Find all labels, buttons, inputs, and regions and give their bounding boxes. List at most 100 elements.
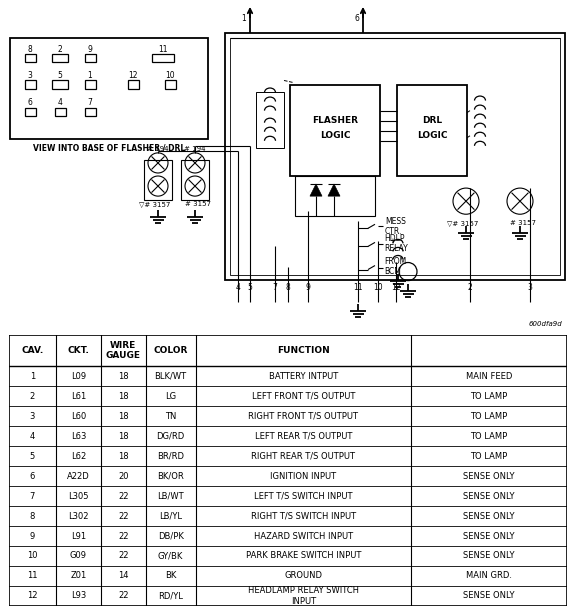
- Text: DG/RD: DG/RD: [157, 432, 185, 440]
- Text: 3: 3: [528, 283, 532, 292]
- Text: 20: 20: [118, 471, 128, 481]
- Text: 5: 5: [248, 283, 252, 292]
- Text: 2: 2: [468, 283, 472, 292]
- Text: BR/RD: BR/RD: [157, 451, 184, 460]
- Text: L60: L60: [71, 412, 86, 421]
- Text: SENSE ONLY: SENSE ONLY: [463, 552, 515, 560]
- Text: 10: 10: [165, 71, 175, 80]
- Text: 8: 8: [28, 45, 32, 54]
- Text: 1: 1: [30, 371, 35, 381]
- Bar: [295, 176, 375, 216]
- Text: 6: 6: [30, 471, 35, 481]
- Text: RIGHT T/S SWITCH INPUT: RIGHT T/S SWITCH INPUT: [251, 512, 356, 521]
- Bar: [52, 80, 68, 88]
- Text: HEADLAMP RELAY SWITCH
INPUT: HEADLAMP RELAY SWITCH INPUT: [248, 586, 359, 606]
- Text: L62: L62: [71, 451, 86, 460]
- Text: FROM
BCM: FROM BCM: [384, 257, 406, 276]
- Text: 3: 3: [28, 71, 32, 80]
- Bar: [256, 91, 284, 148]
- Text: 8: 8: [286, 283, 290, 292]
- Text: HDLP
RELAY: HDLP RELAY: [384, 234, 408, 253]
- Text: FUNCTION: FUNCTION: [277, 346, 329, 355]
- Bar: [290, 85, 380, 176]
- Text: 600dfa9d: 600dfa9d: [528, 321, 562, 327]
- Text: 12: 12: [128, 71, 138, 80]
- Bar: [85, 54, 96, 62]
- Text: ▽# 3157: ▽# 3157: [448, 220, 479, 227]
- Text: 6: 6: [28, 98, 32, 107]
- Text: 4: 4: [30, 432, 35, 440]
- Text: WIRE
GAUGE: WIRE GAUGE: [105, 341, 141, 361]
- Bar: [85, 80, 96, 88]
- Text: Z01: Z01: [70, 571, 86, 580]
- Text: 22: 22: [118, 591, 128, 600]
- Text: 14: 14: [118, 571, 128, 580]
- Text: COLOR: COLOR: [153, 346, 188, 355]
- Bar: [25, 108, 36, 116]
- Text: SENSE ONLY: SENSE ONLY: [463, 491, 515, 501]
- Text: DRL: DRL: [422, 116, 442, 125]
- Text: RIGHT REAR T/S OUTPUT: RIGHT REAR T/S OUTPUT: [251, 451, 355, 460]
- Text: L09: L09: [71, 371, 86, 381]
- Text: BK/OR: BK/OR: [157, 471, 184, 481]
- Text: HAZARD SWITCH INPUT: HAZARD SWITCH INPUT: [254, 532, 353, 541]
- Bar: [25, 80, 36, 88]
- Text: L302: L302: [68, 512, 89, 521]
- Text: 22: 22: [118, 552, 128, 560]
- Text: 11: 11: [353, 283, 363, 292]
- Text: GROUND: GROUND: [285, 571, 323, 580]
- Text: LB/WT: LB/WT: [157, 491, 184, 501]
- Text: 22: 22: [118, 512, 128, 521]
- Text: # 194: # 194: [147, 146, 169, 152]
- Text: SENSE ONLY: SENSE ONLY: [463, 591, 515, 600]
- Text: L91: L91: [71, 532, 86, 541]
- Bar: [85, 108, 96, 116]
- Text: IGNITION INPUT: IGNITION INPUT: [270, 471, 336, 481]
- Bar: [55, 108, 66, 116]
- Text: 18: 18: [118, 392, 128, 401]
- Text: MAIN FEED: MAIN FEED: [466, 371, 512, 381]
- Text: 18: 18: [118, 412, 128, 421]
- Text: L61: L61: [71, 392, 86, 401]
- Text: L63: L63: [71, 432, 86, 440]
- Text: 9: 9: [30, 532, 35, 541]
- Text: L93: L93: [71, 591, 86, 600]
- Text: 22: 22: [118, 491, 128, 501]
- Polygon shape: [328, 184, 340, 196]
- Text: LEFT REAR T/S OUTPUT: LEFT REAR T/S OUTPUT: [255, 432, 352, 440]
- Text: BK: BK: [165, 571, 176, 580]
- Text: TO LAMP: TO LAMP: [471, 451, 508, 460]
- Text: 8: 8: [30, 512, 35, 521]
- Text: G09: G09: [70, 552, 87, 560]
- Text: 5: 5: [58, 71, 62, 80]
- Text: 4: 4: [236, 283, 240, 292]
- Text: 5: 5: [30, 451, 35, 460]
- Text: L305: L305: [68, 491, 89, 501]
- Text: CAV.: CAV.: [21, 346, 44, 355]
- Text: 3: 3: [30, 412, 35, 421]
- Text: # 3157: # 3157: [185, 201, 211, 207]
- Text: 2: 2: [30, 392, 35, 401]
- Text: LB/YL: LB/YL: [159, 512, 182, 521]
- Text: 10: 10: [27, 552, 37, 560]
- Text: 9: 9: [88, 45, 92, 54]
- Text: 10: 10: [373, 283, 383, 292]
- Text: BLK/WT: BLK/WT: [154, 371, 187, 381]
- Bar: [25, 54, 36, 62]
- Text: 1: 1: [88, 71, 92, 80]
- Text: TN: TN: [165, 412, 176, 421]
- Text: RIGHT FRONT T/S OUTPUT: RIGHT FRONT T/S OUTPUT: [248, 412, 358, 421]
- Bar: [397, 85, 467, 176]
- Text: SENSE ONLY: SENSE ONLY: [463, 471, 515, 481]
- Text: 18: 18: [118, 451, 128, 460]
- Text: 7: 7: [88, 98, 92, 107]
- Text: 18: 18: [118, 371, 128, 381]
- Text: DB/PK: DB/PK: [158, 532, 184, 541]
- Text: TO LAMP: TO LAMP: [471, 432, 508, 440]
- Text: BATTERY INTPUT: BATTERY INTPUT: [269, 371, 338, 381]
- Text: 4: 4: [58, 98, 62, 107]
- Polygon shape: [310, 184, 322, 196]
- Bar: [230, 38, 560, 275]
- Bar: [52, 54, 68, 62]
- Text: 7: 7: [30, 491, 35, 501]
